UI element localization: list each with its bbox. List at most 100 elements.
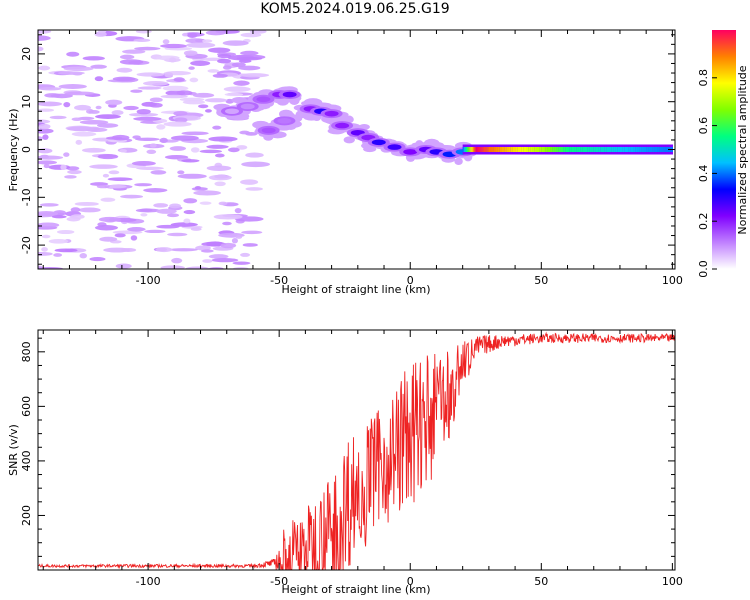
- noise-blob: [79, 119, 109, 125]
- noise-blob: [75, 139, 83, 145]
- noise-blob: [236, 145, 248, 150]
- noise-blob: [162, 85, 189, 92]
- band-core: [497, 147, 501, 152]
- noise-blob: [238, 65, 261, 71]
- band-core: [593, 147, 597, 152]
- noise-blob: [38, 211, 59, 217]
- noise-blob: [202, 39, 213, 43]
- noise-blob: [241, 230, 263, 235]
- noise-blob: [64, 175, 77, 179]
- spectrogram-xtick-label: 0: [407, 274, 414, 287]
- band-core: [554, 147, 558, 152]
- noise-blob: [66, 51, 80, 57]
- colorbar-tick-label: 0.2: [697, 212, 710, 230]
- noise-blob: [54, 248, 78, 253]
- noise-blob: [81, 147, 106, 153]
- noise-blob: [123, 105, 139, 111]
- noise-blob: [122, 49, 146, 54]
- ridge-core: [335, 122, 350, 129]
- noise-blob: [156, 124, 166, 130]
- noise-blob: [119, 149, 128, 153]
- noise-blob: [169, 57, 177, 63]
- band-core: [652, 147, 656, 152]
- colorbar-tick-label: 0.6: [697, 117, 710, 135]
- band-core: [661, 147, 665, 152]
- noise-blob: [105, 184, 127, 189]
- noise-blob: [88, 110, 100, 114]
- band-core: [479, 147, 481, 152]
- band-core: [659, 147, 663, 152]
- noise-blob: [38, 65, 51, 71]
- noise-blob: [90, 64, 107, 69]
- band-core: [633, 147, 636, 152]
- band-core: [606, 147, 610, 152]
- noise-blob: [48, 239, 69, 244]
- noise-blob: [131, 160, 156, 166]
- noise-blob: [134, 183, 152, 187]
- band-core: [517, 147, 521, 152]
- noise-blob: [133, 38, 151, 43]
- ridge-halo: [343, 136, 355, 144]
- band-core: [611, 147, 614, 152]
- noise-blob: [95, 105, 102, 110]
- band-core: [528, 147, 531, 152]
- noise-blob: [159, 137, 168, 144]
- band-core: [622, 147, 625, 152]
- noise-blob: [143, 188, 168, 193]
- noise-blob: [89, 257, 106, 262]
- noise-blob: [70, 214, 85, 220]
- colorbar-label: Normalized spectral amplitude: [736, 65, 749, 234]
- band-core: [473, 147, 476, 152]
- noise-blob: [208, 254, 229, 259]
- noise-blob: [38, 222, 60, 228]
- noise-blob: [206, 144, 229, 149]
- noise-blob: [208, 136, 238, 142]
- band-core: [523, 147, 527, 152]
- band-core: [613, 147, 617, 152]
- band-core: [486, 147, 489, 152]
- band-core: [482, 147, 485, 152]
- band-core: [545, 147, 549, 152]
- noise-blob: [199, 149, 223, 154]
- colorbar-tick-label: 0.4: [697, 165, 710, 183]
- band-core: [480, 147, 482, 152]
- band-core: [462, 147, 465, 152]
- noise-blob: [112, 76, 136, 82]
- noise-blob: [231, 238, 238, 244]
- noise-blob: [136, 109, 151, 115]
- snr-xtick-label: -100: [136, 575, 161, 588]
- noise-blob: [39, 203, 59, 207]
- band-core: [630, 147, 634, 152]
- noise-blob: [205, 30, 227, 36]
- ridge-halo: [276, 96, 290, 106]
- noise-blob: [56, 229, 75, 235]
- band-core: [567, 147, 571, 152]
- snr-series-line: [38, 331, 675, 570]
- snr-panel: -100 -50 0 50 100 200 400 600 800 Height of stra…: [7, 329, 683, 596]
- noise-blob: [220, 242, 237, 249]
- noise-blob: [222, 65, 232, 70]
- ridge-core: [371, 139, 386, 146]
- band-core: [571, 147, 575, 152]
- snr-frame: [37, 329, 676, 571]
- spectrogram-ytick-label: -10: [20, 188, 33, 206]
- ridge-core: [277, 118, 292, 124]
- colorbar: 0.0 0.2 0.4 0.6 0.8 Normalized spectral ampl…: [697, 30, 749, 278]
- noise-blob: [192, 92, 215, 98]
- noise-blob: [38, 108, 55, 112]
- band-core: [541, 147, 545, 152]
- band-core: [463, 147, 466, 152]
- noise-blob: [194, 186, 202, 190]
- band-core: [635, 147, 639, 152]
- noise-blob: [119, 59, 144, 65]
- noise-blob: [232, 261, 251, 265]
- noise-blob: [217, 58, 232, 64]
- noise-blob: [176, 90, 193, 96]
- noise-blob: [130, 89, 143, 93]
- noise-blob: [48, 164, 71, 170]
- noise-blob: [204, 98, 228, 103]
- noise-blob: [199, 201, 212, 205]
- spectrogram-xtick-label: -100: [136, 274, 161, 287]
- noise-blob: [78, 207, 101, 213]
- snr-xtick-label: -50: [270, 575, 288, 588]
